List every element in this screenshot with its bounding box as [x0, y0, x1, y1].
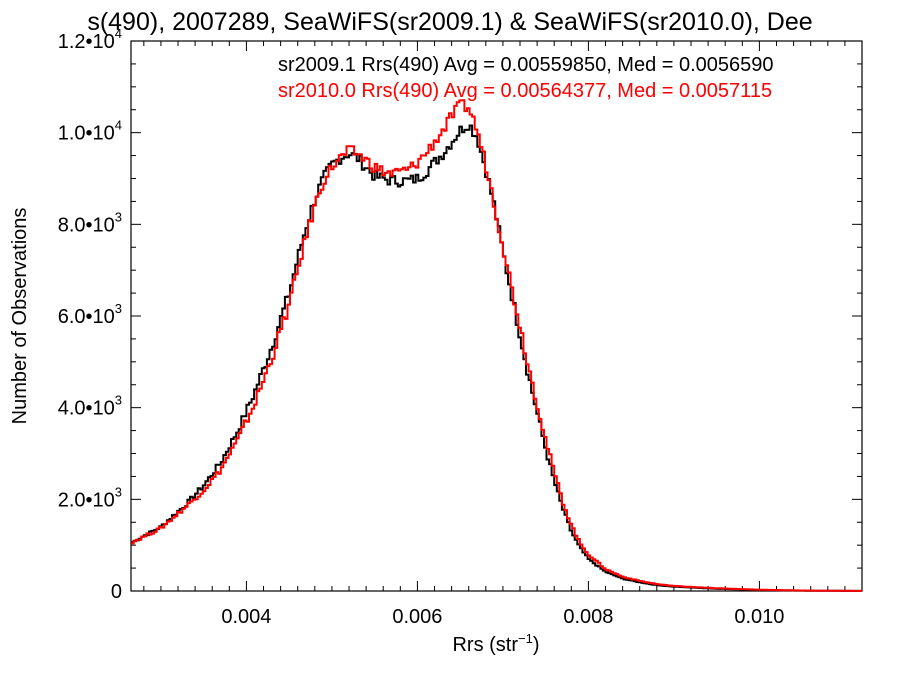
series-0-histogram: [131, 124, 862, 592]
y-tick-mantissa: 0: [111, 581, 122, 603]
y-axis-label: Number of Observations: [9, 208, 31, 425]
x-axis-label: Rrs (str−1): [452, 631, 539, 656]
legend-entry-black: sr2009.1 Rrs(490) Avg = 0.00559850, Med …: [278, 54, 774, 76]
x-tick-label: 0.010: [734, 606, 784, 628]
chart-title: s(490), 2007289, SeaWiFS(sr2009.1) & Sea…: [87, 8, 812, 36]
x-axis: 0.004 0.006 0.008 0.010: [143, 41, 863, 628]
y-tick-mantissa: 6.0•10: [58, 306, 115, 328]
y-tick-label: 0: [111, 581, 122, 603]
y-tick-label: 4.0•103: [58, 393, 122, 420]
y-tick-mantissa: 1.2•10: [58, 31, 115, 53]
x-tick-label: 0.008: [563, 606, 613, 628]
x-tick-label: 0.006: [392, 606, 442, 628]
y-tick-exponent: 3: [115, 484, 122, 499]
y-tick-label: 1.0•104: [58, 118, 122, 145]
x-axis-label-sup: −1: [518, 631, 533, 646]
legend-entry-red: sr2010.0 Rrs(490) Avg = 0.00564377, Med …: [278, 80, 772, 102]
x-axis-label-tail: ): [533, 634, 540, 656]
y-tick-exponent: 3: [115, 301, 122, 316]
x-tick-label: 0.004: [221, 606, 271, 628]
y-tick-mantissa: 1.0•10: [58, 123, 115, 145]
y-tick-label: 2.0•103: [58, 484, 122, 511]
y-tick-label: 8.0•103: [58, 209, 122, 236]
y-tick-exponent: 4: [115, 118, 122, 133]
series-1-histogram: [131, 99, 862, 592]
plot-area: [131, 99, 862, 592]
y-tick-exponent: 4: [115, 26, 122, 41]
x-axis-label-text: Rrs (str: [452, 634, 518, 656]
y-tick-exponent: 3: [115, 209, 122, 224]
y-axis: 02.0•1034.0•1036.0•1038.0•1031.0•1041.2•…: [58, 26, 862, 603]
plot-frame: [130, 40, 863, 592]
y-tick-label: 1.2•104: [58, 26, 122, 53]
y-tick-mantissa: 8.0•10: [58, 214, 115, 236]
y-tick-exponent: 3: [115, 393, 122, 408]
y-tick-mantissa: 4.0•10: [58, 398, 115, 420]
y-tick-label: 6.0•103: [58, 301, 122, 328]
y-tick-mantissa: 2.0•10: [58, 489, 115, 511]
